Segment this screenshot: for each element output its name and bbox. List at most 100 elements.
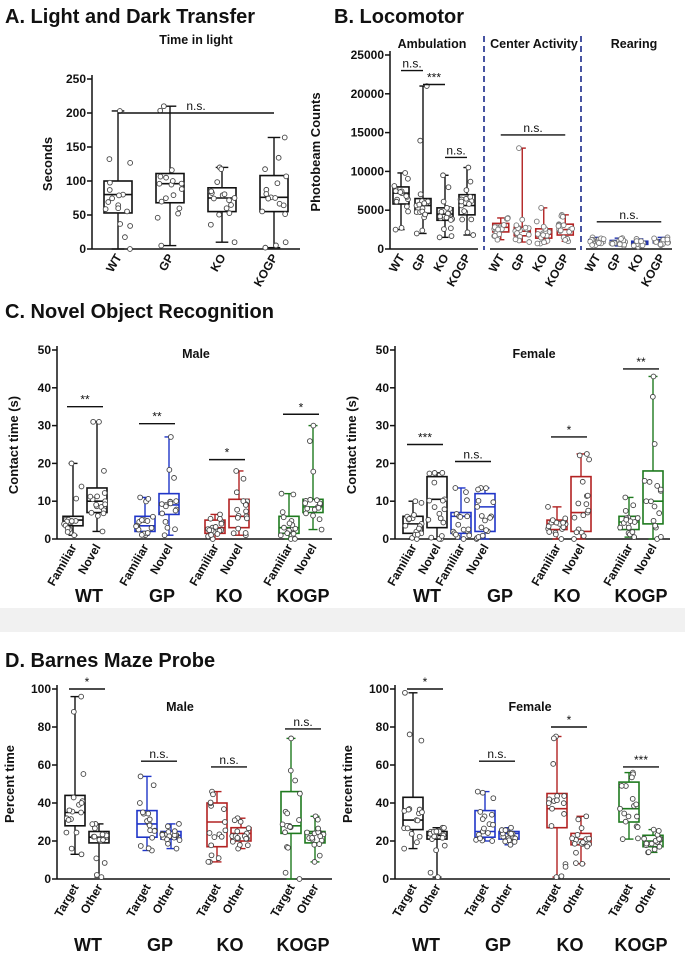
data-point bbox=[575, 816, 582, 823]
data-point bbox=[658, 533, 664, 540]
y-tick-label: 100 bbox=[66, 174, 86, 188]
significance-label: n.s. bbox=[619, 208, 638, 222]
x-category-label: Familiar bbox=[186, 541, 221, 588]
data-point bbox=[92, 825, 98, 832]
x-category-label: Novel bbox=[559, 542, 587, 577]
x-category-label: Target bbox=[268, 882, 298, 920]
data-point bbox=[405, 208, 411, 215]
data-point bbox=[150, 782, 157, 789]
data-point bbox=[630, 242, 637, 249]
data-point bbox=[146, 822, 153, 829]
data-point bbox=[416, 525, 422, 532]
data-point bbox=[145, 810, 152, 817]
box-iqr bbox=[259, 174, 289, 213]
group-label: GP bbox=[485, 935, 511, 955]
y-tick-label: 10000 bbox=[351, 164, 385, 178]
y-tick-label: 10 bbox=[38, 494, 52, 508]
data-point bbox=[569, 835, 575, 842]
data-point bbox=[404, 825, 411, 832]
significance-label: * bbox=[567, 713, 572, 727]
data-point bbox=[161, 532, 168, 539]
data-point bbox=[311, 859, 318, 865]
x-category-label: Familiar bbox=[44, 541, 79, 588]
data-point bbox=[234, 506, 240, 513]
y-tick-label: 25000 bbox=[351, 48, 385, 62]
y-tick-label: 50 bbox=[38, 343, 52, 357]
group-label: WT bbox=[74, 935, 102, 955]
data-point bbox=[290, 530, 297, 537]
data-point bbox=[622, 507, 629, 514]
data-point bbox=[176, 837, 183, 843]
data-point bbox=[560, 519, 566, 526]
data-point bbox=[569, 225, 576, 232]
data-point bbox=[580, 512, 587, 519]
data-point bbox=[89, 821, 96, 827]
data-point bbox=[304, 829, 310, 836]
data-point bbox=[573, 529, 580, 536]
data-point bbox=[99, 831, 106, 838]
data-point bbox=[234, 514, 241, 521]
x-category-label: Familiar bbox=[600, 541, 635, 588]
significance-label: n.s. bbox=[463, 448, 482, 462]
data-point bbox=[578, 825, 585, 831]
data-point bbox=[635, 835, 641, 842]
chart-subtitle: Time in light bbox=[159, 33, 233, 47]
data-point bbox=[628, 774, 635, 781]
significance-label: n.s. bbox=[186, 99, 205, 113]
data-point bbox=[237, 818, 244, 825]
data-point bbox=[526, 239, 533, 245]
data-point bbox=[548, 823, 555, 829]
y-tick-label: 20000 bbox=[351, 87, 385, 101]
data-point bbox=[137, 773, 144, 780]
data-point bbox=[102, 206, 109, 212]
data-point bbox=[262, 166, 268, 172]
data-point bbox=[283, 173, 290, 180]
group-label: WT bbox=[413, 586, 441, 606]
x-category-label: Familiar bbox=[260, 541, 295, 588]
data-point bbox=[511, 839, 518, 845]
x-category-label: Other bbox=[149, 881, 177, 916]
data-point bbox=[540, 232, 546, 238]
significance-label: * bbox=[299, 400, 304, 414]
data-point bbox=[164, 524, 171, 531]
data-point bbox=[156, 180, 163, 187]
data-point bbox=[560, 222, 567, 229]
data-point bbox=[140, 809, 146, 816]
data-point bbox=[176, 205, 183, 212]
data-point bbox=[419, 227, 426, 234]
data-point bbox=[617, 805, 623, 812]
data-point bbox=[455, 521, 462, 528]
data-point bbox=[576, 452, 583, 459]
data-point bbox=[482, 517, 488, 524]
data-point bbox=[279, 509, 286, 515]
data-point bbox=[555, 223, 562, 229]
data-point bbox=[478, 513, 485, 519]
data-point bbox=[230, 530, 237, 537]
significance-label: *** bbox=[418, 431, 432, 445]
data-point bbox=[314, 497, 320, 504]
x-category-label: Target bbox=[390, 882, 420, 920]
data-point bbox=[600, 236, 607, 242]
data-point bbox=[109, 195, 115, 202]
data-point bbox=[310, 422, 317, 429]
significance-label: n.s. bbox=[293, 715, 312, 729]
data-point bbox=[421, 200, 428, 207]
y-tick-label: 20 bbox=[38, 456, 52, 470]
data-point bbox=[650, 517, 657, 524]
data-point bbox=[440, 519, 447, 526]
data-point bbox=[460, 526, 467, 533]
data-point bbox=[233, 468, 240, 474]
significance-label: * bbox=[423, 675, 428, 689]
data-point bbox=[73, 495, 80, 502]
data-point bbox=[630, 502, 637, 509]
data-point bbox=[393, 198, 400, 205]
data-point bbox=[558, 873, 565, 880]
data-point bbox=[318, 526, 325, 533]
data-point bbox=[437, 213, 443, 220]
data-point bbox=[226, 210, 233, 217]
data-point bbox=[519, 216, 526, 223]
y-axis-label: Percent time bbox=[340, 745, 355, 823]
data-point bbox=[226, 197, 232, 204]
significance-label: ** bbox=[636, 355, 646, 369]
data-point bbox=[64, 529, 71, 535]
